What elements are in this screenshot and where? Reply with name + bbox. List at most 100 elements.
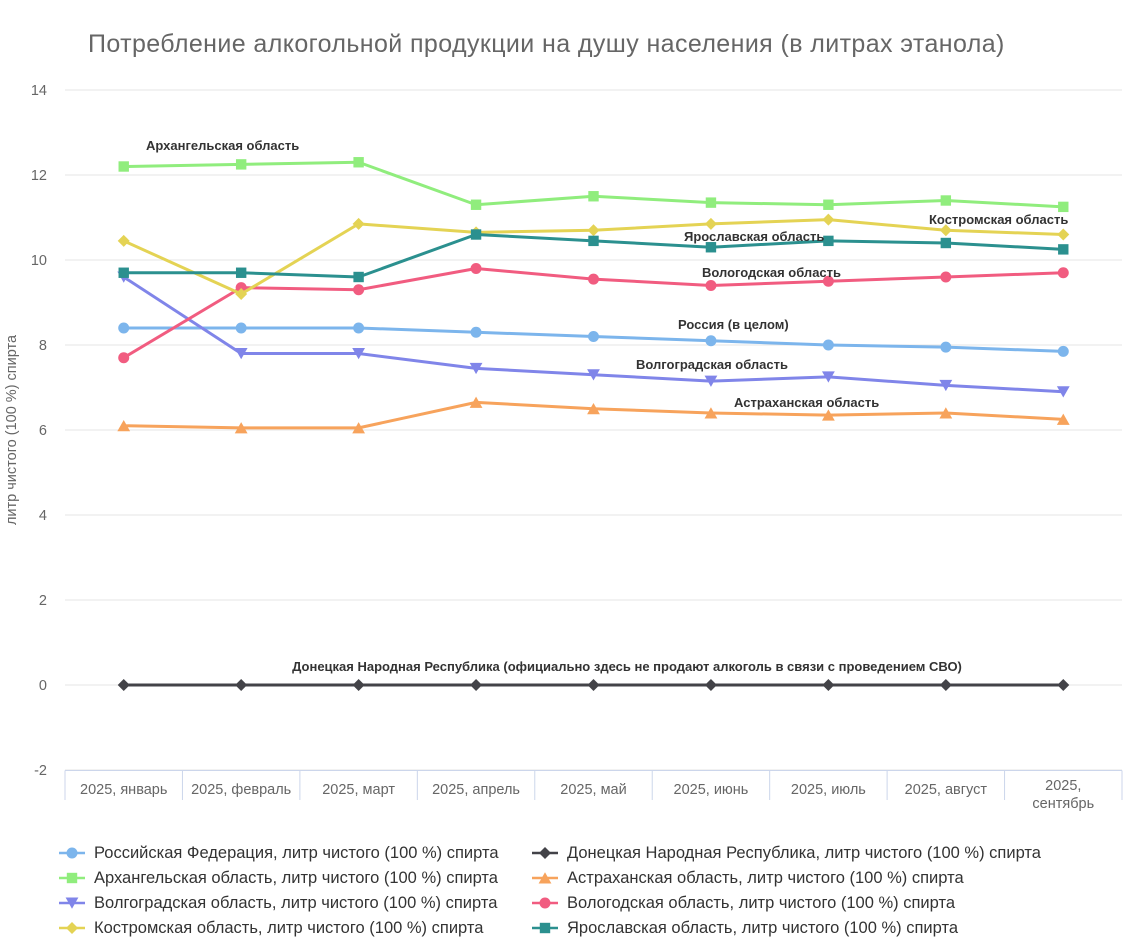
point-marker[interactable] bbox=[469, 396, 483, 408]
point-marker[interactable] bbox=[705, 280, 717, 291]
point-marker[interactable] bbox=[587, 403, 600, 415]
x-axis: 2025, январь 2025, февраль 2025, март 2025,… bbox=[64, 770, 1123, 812]
point-marker[interactable] bbox=[704, 375, 718, 387]
point-marker[interactable] bbox=[939, 407, 953, 419]
point-marker[interactable] bbox=[1056, 386, 1070, 398]
point-marker[interactable] bbox=[470, 326, 482, 338]
point-marker[interactable] bbox=[352, 217, 365, 230]
chart-title: Потребление алкогольной продукции на душ… bbox=[88, 30, 1005, 58]
point-marker[interactable] bbox=[940, 271, 952, 283]
point-marker[interactable] bbox=[823, 199, 834, 210]
legend-item[interactable]: Волгоградская область, литр чистого (100… bbox=[57, 891, 530, 915]
point-marker[interactable] bbox=[704, 407, 718, 419]
point-marker[interactable] bbox=[66, 872, 78, 884]
point-marker[interactable] bbox=[822, 213, 835, 226]
series-2[interactable] bbox=[118, 157, 1069, 213]
series-7[interactable] bbox=[118, 229, 1069, 283]
legend-item[interactable]: Ярославская область, литр чистого (100 %… bbox=[530, 916, 1041, 940]
point-marker[interactable] bbox=[940, 341, 952, 353]
point-marker[interactable] bbox=[704, 679, 717, 691]
point-marker[interactable] bbox=[470, 199, 482, 210]
point-marker[interactable] bbox=[235, 282, 247, 294]
point-marker[interactable] bbox=[940, 237, 952, 249]
point-marker[interactable] bbox=[235, 322, 247, 334]
point-marker[interactable] bbox=[234, 348, 248, 360]
point-marker[interactable] bbox=[823, 235, 834, 247]
series-label: Архангельская область bbox=[146, 138, 299, 153]
point-marker[interactable] bbox=[470, 679, 483, 691]
point-marker[interactable] bbox=[118, 322, 130, 334]
point-marker[interactable] bbox=[352, 422, 366, 434]
point-marker[interactable] bbox=[118, 267, 129, 278]
point-marker[interactable] bbox=[939, 224, 952, 237]
point-marker[interactable] bbox=[821, 409, 835, 421]
point-marker[interactable] bbox=[352, 679, 365, 691]
point-marker[interactable] bbox=[118, 161, 129, 172]
point-marker[interactable] bbox=[588, 331, 599, 342]
series-1[interactable] bbox=[117, 679, 1070, 691]
series-3[interactable] bbox=[117, 396, 1070, 434]
point-marker[interactable] bbox=[234, 422, 248, 434]
point-marker[interactable] bbox=[588, 191, 599, 202]
point-marker[interactable] bbox=[821, 371, 835, 383]
point-marker[interactable] bbox=[587, 224, 600, 237]
point-marker[interactable] bbox=[65, 897, 79, 909]
legend-item[interactable]: Астраханская область, литр чистого (100 … bbox=[530, 866, 1041, 890]
point-marker[interactable] bbox=[470, 263, 482, 274]
point-marker[interactable] bbox=[822, 275, 834, 287]
point-marker[interactable] bbox=[705, 242, 717, 253]
point-marker[interactable] bbox=[822, 339, 834, 351]
point-marker[interactable] bbox=[588, 273, 599, 285]
point-marker[interactable] bbox=[66, 922, 78, 934]
series-0[interactable] bbox=[118, 322, 1069, 357]
point-marker[interactable] bbox=[66, 847, 78, 859]
point-marker[interactable] bbox=[117, 679, 130, 691]
point-marker[interactable] bbox=[353, 157, 364, 168]
point-marker[interactable] bbox=[587, 679, 600, 691]
point-marker[interactable] bbox=[539, 847, 551, 859]
point-marker[interactable] bbox=[235, 288, 248, 300]
legend-item[interactable]: Вологодская область, литр чистого (100 %… bbox=[530, 891, 1041, 915]
point-marker[interactable] bbox=[235, 267, 247, 278]
point-marker[interactable] bbox=[117, 420, 131, 432]
point-marker[interactable] bbox=[538, 872, 552, 884]
point-marker[interactable] bbox=[939, 379, 953, 392]
point-marker[interactable] bbox=[1058, 244, 1069, 255]
point-marker[interactable] bbox=[705, 197, 717, 208]
x-axis-label: 2025, июнь bbox=[674, 782, 749, 798]
point-marker[interactable] bbox=[1057, 228, 1070, 241]
point-marker[interactable] bbox=[469, 362, 483, 375]
point-marker[interactable] bbox=[939, 679, 952, 691]
x-axis-label: 2025, апрель bbox=[432, 782, 520, 798]
point-marker[interactable] bbox=[353, 271, 364, 283]
point-marker[interactable] bbox=[353, 322, 365, 334]
point-marker[interactable] bbox=[1057, 345, 1069, 357]
legend-item[interactable]: Российская Федерация, литр чистого (100 … bbox=[57, 841, 530, 865]
point-marker[interactable] bbox=[117, 234, 130, 247]
point-marker[interactable] bbox=[235, 679, 248, 691]
legend-label: Ярославская область, литр чистого (100 %… bbox=[567, 918, 959, 937]
point-marker[interactable] bbox=[118, 352, 130, 364]
point-marker[interactable] bbox=[352, 348, 366, 360]
point-marker[interactable] bbox=[1058, 201, 1069, 213]
series-5[interactable] bbox=[118, 263, 1069, 364]
point-marker[interactable] bbox=[470, 229, 482, 240]
point-marker[interactable] bbox=[539, 897, 551, 909]
point-marker[interactable] bbox=[539, 922, 551, 934]
point-marker[interactable] bbox=[940, 195, 952, 206]
legend-item[interactable]: Донецкая Народная Республика, литр чисто… bbox=[530, 841, 1041, 865]
point-marker[interactable] bbox=[588, 235, 599, 247]
point-marker[interactable] bbox=[1057, 267, 1069, 279]
legend-item[interactable]: Костромская область, литр чистого (100 %… bbox=[57, 916, 530, 940]
point-marker[interactable] bbox=[235, 159, 247, 170]
y-axis-tick-label: 6 bbox=[39, 423, 47, 439]
point-marker[interactable] bbox=[1056, 413, 1070, 425]
legend-item[interactable]: Архангельская область, литр чистого (100… bbox=[57, 866, 530, 890]
point-marker[interactable] bbox=[353, 284, 365, 296]
point-marker[interactable] bbox=[587, 369, 600, 381]
point-marker[interactable] bbox=[705, 335, 717, 347]
point-marker[interactable] bbox=[1057, 679, 1070, 691]
point-marker[interactable] bbox=[704, 217, 717, 230]
legend-marker-icon bbox=[532, 922, 558, 934]
point-marker[interactable] bbox=[822, 679, 835, 691]
